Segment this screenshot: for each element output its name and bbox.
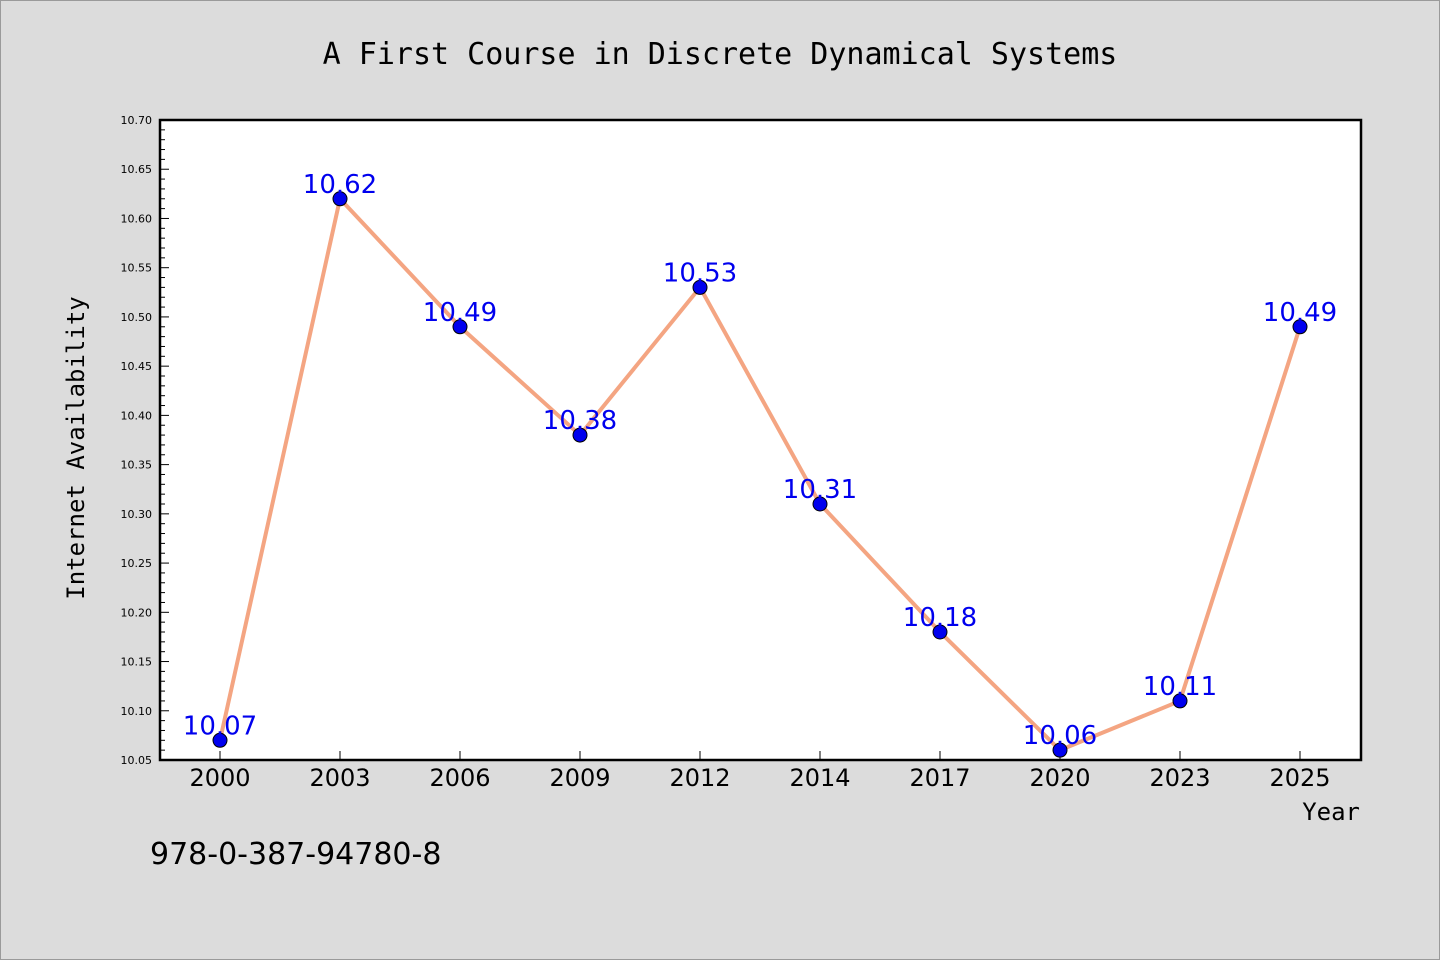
y-tick-label: 10.70: [121, 114, 153, 127]
y-tick-label: 10.55: [121, 262, 153, 275]
y-tick-label: 10.25: [121, 557, 153, 570]
y-tick-label: 10.40: [121, 409, 153, 422]
x-tick-label: 2003: [309, 764, 370, 792]
data-label: 10.18: [903, 603, 977, 633]
y-tick-label: 10.65: [121, 163, 153, 176]
data-point: [692, 279, 708, 295]
isbn-caption: 978-0-387-94780-8: [150, 837, 441, 872]
x-tick-label: 2023: [1149, 764, 1210, 792]
data-label: 10.62: [303, 170, 377, 200]
y-tick-label: 10.20: [121, 606, 153, 619]
y-tick-label: 10.35: [121, 459, 153, 472]
y-axis-label: Internet Availability: [62, 296, 90, 599]
y-tick-label: 10.10: [121, 705, 153, 718]
x-tick-label: 2012: [669, 764, 730, 792]
series-line: [218, 196, 1302, 753]
x-tick-label: 2014: [789, 764, 850, 792]
data-point: [332, 191, 348, 207]
data-label: 10.49: [423, 298, 497, 328]
data-label: 10.06: [1023, 721, 1097, 751]
x-axis: 2000 2003 2006 2009 2012 2014 2017 2020 2023 2025: [189, 751, 1331, 792]
data-label: 10.49: [1263, 298, 1337, 328]
y-tick-label: 10.50: [121, 311, 153, 324]
data-label: 10.38: [543, 406, 617, 436]
x-tick-label: 2009: [549, 764, 610, 792]
x-tick-label: 2020: [1029, 764, 1090, 792]
data-point: [1292, 319, 1308, 335]
y-tick-label: 10.60: [121, 212, 153, 225]
data-point: [572, 427, 588, 443]
data-label: 10.31: [783, 475, 857, 505]
data-point: [1172, 693, 1188, 709]
x-tick-label: 2025: [1269, 764, 1330, 792]
y-axis: 10.05 10.10 10.15 10.20 10.25 10.30 10.35 10.40…: [121, 114, 169, 767]
series-layer: 10.07 10.62 10.49 10.38 10.53 10.31 10.18 10.06…: [183, 170, 1337, 758]
x-axis-label: Year: [1302, 798, 1360, 826]
x-tick-label: 2000: [189, 764, 250, 792]
plot-area: [160, 120, 1361, 760]
plot-border: [158, 118, 1363, 762]
chart-title: A First Course in Discrete Dynamical Sys…: [323, 37, 1118, 72]
data-label: 10.11: [1143, 672, 1217, 702]
y-tick-label: 10.15: [121, 656, 153, 669]
data-point: [812, 496, 828, 512]
y-tick-label: 10.45: [121, 360, 153, 373]
data-label: 10.07: [183, 711, 257, 741]
data-point: [1052, 742, 1068, 758]
data-point: [932, 624, 948, 640]
data-label: 10.53: [663, 258, 737, 288]
y-tick-label: 10.30: [121, 508, 153, 521]
x-tick-label: 2017: [909, 764, 970, 792]
data-point: [212, 732, 228, 748]
x-tick-label: 2006: [429, 764, 490, 792]
data-point: [452, 319, 468, 335]
y-tick-label: 10.05: [121, 754, 153, 767]
